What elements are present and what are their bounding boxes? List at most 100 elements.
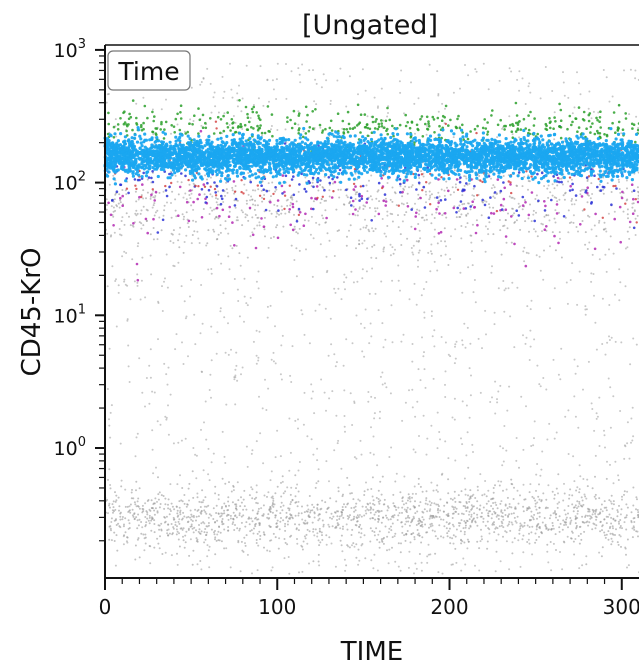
data-point	[579, 193, 582, 196]
data-point	[403, 188, 405, 191]
data-point	[584, 313, 587, 316]
data-point	[468, 527, 471, 530]
data-point	[449, 542, 452, 545]
data-point	[195, 529, 197, 532]
data-point	[594, 497, 597, 500]
data-point	[123, 280, 126, 283]
data-point	[360, 453, 363, 456]
data-point	[154, 507, 157, 510]
data-point	[286, 523, 289, 526]
data-point	[521, 204, 525, 207]
data-point	[400, 521, 403, 524]
data-point	[431, 213, 434, 216]
data-point	[458, 524, 461, 527]
data-point	[286, 204, 289, 207]
data-point	[348, 484, 351, 487]
data-point	[315, 482, 318, 485]
data-point	[113, 231, 116, 234]
data-point	[186, 521, 189, 524]
data-point	[227, 526, 230, 528]
data-point	[212, 228, 215, 231]
data-point	[454, 183, 457, 186]
data-point	[385, 386, 388, 389]
data-point	[567, 453, 570, 455]
data-point	[328, 126, 332, 130]
data-point	[451, 523, 454, 526]
data-point	[133, 518, 136, 521]
data-point	[430, 424, 433, 427]
data-point	[626, 421, 629, 424]
data-point	[201, 501, 204, 504]
data-point	[608, 248, 610, 251]
data-point	[243, 536, 246, 539]
data-point	[167, 503, 169, 506]
data-point	[586, 201, 589, 204]
data-point	[495, 550, 498, 553]
data-point	[289, 535, 292, 538]
data-point	[317, 514, 320, 517]
data-point	[388, 456, 391, 458]
data-point	[144, 525, 147, 528]
data-point	[232, 489, 235, 492]
data-point	[390, 515, 393, 518]
data-point	[370, 256, 373, 259]
data-point	[225, 181, 228, 184]
data-point	[405, 211, 408, 214]
data-point	[179, 104, 183, 107]
data-point	[492, 502, 495, 504]
data-point	[437, 232, 441, 235]
data-point	[599, 126, 602, 129]
data-point	[369, 322, 372, 325]
data-point	[616, 509, 619, 512]
data-point	[476, 124, 479, 128]
data-point	[142, 197, 145, 200]
data-point	[369, 195, 372, 198]
data-point	[628, 220, 632, 224]
data-point	[491, 165, 496, 169]
data-point	[452, 512, 455, 515]
data-point	[275, 98, 278, 100]
data-point	[425, 133, 428, 136]
data-point	[320, 531, 323, 534]
data-point	[577, 535, 580, 537]
data-point	[127, 123, 130, 126]
data-point	[114, 192, 117, 195]
data-point	[131, 258, 134, 261]
data-point	[384, 525, 387, 528]
data-point	[304, 105, 308, 109]
data-point	[528, 507, 531, 510]
data-point	[435, 211, 438, 214]
data-point	[306, 113, 309, 117]
data-point	[169, 483, 172, 486]
data-point	[294, 419, 297, 422]
data-point	[345, 188, 348, 192]
data-point	[495, 515, 498, 518]
data-point	[465, 404, 468, 407]
data-point	[314, 486, 317, 489]
data-point	[549, 541, 552, 543]
data-point	[491, 109, 494, 112]
data-point	[466, 212, 469, 215]
data-point	[240, 521, 243, 524]
data-point	[386, 509, 389, 512]
data-point	[120, 234, 123, 237]
data-point	[601, 297, 604, 300]
data-point	[206, 67, 209, 70]
data-point	[214, 191, 217, 194]
data-point	[432, 377, 435, 380]
data-point	[479, 504, 482, 507]
data-point	[224, 351, 227, 354]
data-point	[217, 498, 220, 501]
data-point	[241, 211, 244, 214]
data-point	[197, 237, 200, 240]
data-point	[536, 172, 539, 176]
data-point	[226, 126, 230, 129]
data-point	[453, 362, 456, 365]
data-point	[354, 214, 357, 217]
data-point	[207, 504, 210, 507]
data-point	[484, 225, 487, 228]
data-point	[552, 542, 555, 545]
data-point	[632, 435, 635, 438]
data-point	[418, 504, 421, 507]
data-point	[357, 563, 360, 566]
